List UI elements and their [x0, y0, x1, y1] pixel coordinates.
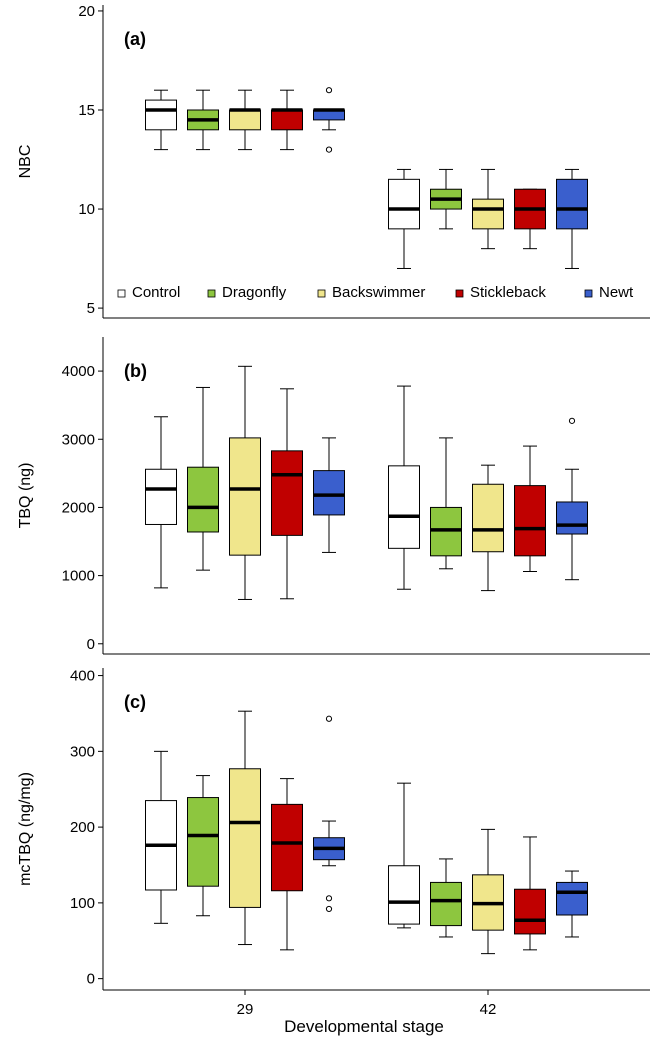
- legend-swatch: [584, 289, 593, 298]
- box-iqr: [430, 881, 462, 927]
- box-control-29: [145, 750, 177, 924]
- box-backswimmer-29: [229, 710, 261, 946]
- box-iqr: [271, 803, 303, 892]
- box-dragonfly-42: [430, 437, 462, 570]
- box-newt-42: [556, 168, 588, 269]
- box-iqr: [187, 797, 219, 887]
- box-backswimmer-29: [229, 89, 261, 151]
- box-iqr: [229, 109, 261, 131]
- outlier-point: [325, 715, 333, 722]
- legend-label: Newt: [599, 284, 634, 301]
- y-tick-label: 3000: [62, 431, 95, 448]
- legend-swatch: [117, 289, 126, 298]
- box-newt-42: [556, 870, 588, 938]
- box-dragonfly-29: [187, 89, 219, 151]
- box-control-42: [388, 168, 420, 269]
- legend-label: Stickleback: [470, 284, 546, 301]
- box-backswimmer-29: [229, 365, 261, 600]
- box-control-42: [388, 782, 420, 929]
- box-newt-29: [313, 87, 345, 153]
- x-tick-label: 29: [237, 1001, 254, 1018]
- box-iqr: [388, 465, 420, 549]
- y-tick-label: 10: [78, 201, 95, 218]
- box-backswimmer-42: [472, 828, 504, 955]
- y-tick-label: 20: [78, 3, 95, 20]
- box-iqr: [313, 470, 345, 516]
- box-iqr: [472, 483, 504, 553]
- y-axis-title: NBC: [17, 145, 34, 179]
- legend-label: Backswimmer: [332, 284, 425, 301]
- legend-swatch: [455, 289, 464, 298]
- box-backswimmer-42: [472, 168, 504, 250]
- panel-label: (b): [124, 361, 147, 381]
- box-dragonfly-42: [430, 858, 462, 938]
- legend-swatch: [207, 289, 216, 298]
- legend-label: Dragonfly: [222, 284, 287, 301]
- y-tick-label: 0: [87, 971, 95, 988]
- box-control-29: [145, 89, 177, 151]
- box-iqr: [388, 178, 420, 230]
- box-iqr: [388, 865, 420, 925]
- y-tick-label: 100: [70, 895, 95, 912]
- box-stickleback-29: [271, 89, 303, 151]
- box-iqr: [514, 485, 546, 557]
- panel-label: (a): [124, 29, 146, 49]
- y-tick-label: 300: [70, 743, 95, 760]
- box-stickleback-42: [514, 188, 546, 250]
- legend-label: Control: [132, 284, 180, 301]
- box-newt-29: [313, 715, 345, 913]
- outlier-point: [325, 87, 333, 94]
- box-dragonfly-29: [187, 775, 219, 917]
- y-tick-label: 15: [78, 102, 95, 119]
- box-iqr: [556, 501, 588, 535]
- box-stickleback-29: [271, 388, 303, 600]
- outlier-point: [325, 146, 333, 153]
- box-iqr: [472, 198, 504, 230]
- box-iqr: [556, 881, 588, 916]
- box-stickleback-42: [514, 836, 546, 951]
- x-tick-label: 42: [480, 1001, 497, 1018]
- box-control-29: [145, 416, 177, 589]
- box-iqr: [229, 768, 261, 908]
- box-iqr: [556, 178, 588, 230]
- y-tick-label: 400: [70, 668, 95, 685]
- box-newt-29: [313, 437, 345, 553]
- box-iqr: [514, 888, 546, 935]
- box-iqr: [271, 109, 303, 131]
- outlier-point: [325, 905, 333, 913]
- box-stickleback-29: [271, 778, 303, 951]
- box-iqr: [145, 468, 177, 525]
- box-iqr: [271, 450, 303, 536]
- y-tick-label: 0: [87, 636, 95, 653]
- box-dragonfly-29: [187, 386, 219, 571]
- box-iqr: [187, 466, 219, 533]
- outlier-point: [325, 895, 333, 902]
- y-tick-label: 5: [87, 300, 95, 317]
- box-backswimmer-42: [472, 464, 504, 592]
- box-newt-42: [556, 417, 588, 581]
- y-tick-label: 1000: [62, 568, 95, 585]
- box-stickleback-42: [514, 445, 546, 573]
- y-tick-label: 2000: [62, 499, 95, 516]
- box-dragonfly-42: [430, 168, 462, 230]
- panel-label: (c): [124, 692, 146, 712]
- x-axis-title: Developmental stage: [284, 1017, 444, 1036]
- y-tick-label: 200: [70, 819, 95, 836]
- outlier-point: [568, 417, 576, 424]
- y-axis-title: mcTBQ (ng/mg): [17, 772, 34, 886]
- y-axis-title: TBQ (ng): [17, 463, 34, 529]
- legend: Control Dragonfly Backswimmer Stickleback Ne…: [117, 284, 634, 301]
- box-control-42: [388, 385, 420, 590]
- box-iqr: [229, 437, 261, 556]
- box-iqr: [145, 99, 177, 131]
- legend-swatch: [317, 289, 326, 298]
- y-tick-label: 4000: [62, 363, 95, 380]
